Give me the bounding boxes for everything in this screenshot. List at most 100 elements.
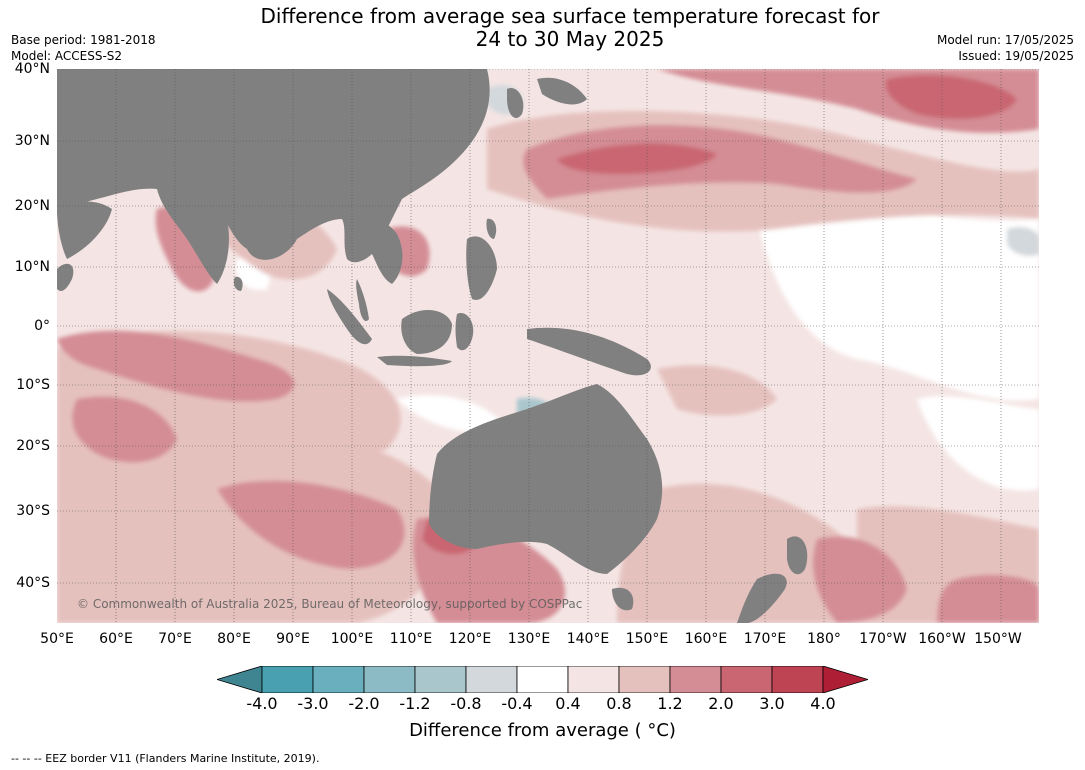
colorbar-tick-label: 3.0 (759, 694, 785, 713)
lat-label: 40°N (14, 61, 50, 77)
lon-label: 160°E (684, 631, 728, 647)
colorbar-bin (261, 665, 314, 694)
colorbar-tick-label: -3.0 (297, 694, 329, 713)
lat-label: 0° (34, 318, 50, 334)
colorbar-bin (618, 665, 671, 694)
lon-label: 100°E (330, 631, 374, 647)
issued-text: Issued: 19/05/2025 (958, 49, 1074, 63)
land-borneo (401, 309, 452, 354)
colorbar-min-extension (215, 665, 263, 694)
colorbar-tick-label: 0.8 (606, 694, 632, 713)
colorbar-tick-label: 1.2 (657, 694, 683, 713)
land-new-zealand-north (787, 536, 808, 575)
lon-label: 140°E (566, 631, 610, 647)
land-taiwan (486, 218, 497, 239)
lon-label: 180° (807, 631, 841, 647)
land-malay-peninsula (356, 279, 369, 322)
graticule (57, 69, 1039, 623)
colorbar (215, 665, 870, 694)
colorbar-bin (414, 665, 467, 694)
colorbar-max-extension (822, 665, 870, 694)
land-india (157, 188, 229, 284)
colorbar-tick-label: 2.0 (708, 694, 734, 713)
lon-label: 90°E (276, 631, 310, 647)
copyright-text: © Commonwealth of Australia 2025, Bureau… (77, 597, 583, 611)
anomaly-neutral-area (917, 396, 1039, 491)
title-line-2: 24 to 30 May 2025 (475, 27, 665, 51)
lon-label: 150°W (974, 631, 1022, 647)
land-asia (57, 69, 490, 263)
sst-anomaly-map[interactable] (57, 69, 1039, 623)
land-australia (429, 384, 663, 574)
land-java (377, 355, 452, 367)
land-sri-lanka (233, 276, 243, 291)
land-philippines (466, 236, 497, 300)
anomaly-fields (57, 69, 1039, 623)
lat-label: 20°N (14, 198, 50, 214)
colorbar-tick-label: -2.0 (348, 694, 380, 713)
land-africa-horn (57, 263, 74, 291)
anomaly-moderate-area (657, 365, 777, 416)
land-masses (57, 69, 808, 623)
lon-label: 150°E (625, 631, 669, 647)
colorbar-bin (312, 665, 365, 694)
anomaly-warm-area (523, 125, 917, 199)
anomaly-strong-area (885, 75, 1017, 119)
colorbar-bin (669, 665, 722, 694)
colorbar-bin (363, 665, 416, 694)
colorbar-bin (771, 665, 824, 694)
map-title: Difference from average sea surface temp… (0, 5, 1085, 51)
lon-label: 160°W (918, 631, 966, 647)
colorbar-tick-label: 0.4 (555, 694, 581, 713)
lat-label: 10°N (14, 259, 50, 275)
lon-label: 170°E (743, 631, 787, 647)
lon-label: 60°E (99, 631, 133, 647)
meta-left: Base period: 1981-2018 Model: ACCESS-S2 (11, 32, 156, 64)
land-new-guinea (527, 327, 651, 376)
anomaly-cool-area (1007, 227, 1039, 256)
map-svg (57, 69, 1039, 623)
lat-label: 30°S (16, 503, 50, 519)
colorbar-tick-label: -0.8 (450, 694, 482, 713)
model-run-text: Model run: 17/05/2025 (936, 33, 1074, 47)
colorbar-svg (215, 665, 870, 694)
eez-border-note: -- -- -- EEZ border V11 (Flanders Marine… (11, 752, 320, 765)
lon-label: 110°E (389, 631, 433, 647)
land-tasmania (612, 587, 634, 611)
anomaly-warm-area (937, 574, 1039, 623)
anomaly-strong-area (557, 143, 717, 174)
lat-label: 40°S (16, 575, 50, 591)
land-sumatra (327, 289, 372, 345)
anomaly-warm-area (813, 536, 907, 623)
colorbar-bin (516, 665, 569, 694)
lon-label: 130°E (507, 631, 551, 647)
lon-label: 50°E (40, 631, 74, 647)
colorbar-bin (567, 665, 620, 694)
colorbar-title: Difference from average ( °C) (409, 720, 676, 741)
lon-label: 170°W (859, 631, 907, 647)
title-line-1: Difference from average sea surface temp… (260, 4, 880, 28)
colorbar-bin (465, 665, 518, 694)
lat-label: 20°S (16, 438, 50, 454)
land-korea-japan (507, 77, 587, 119)
lat-label: 10°S (16, 377, 50, 393)
land-new-zealand-south (737, 573, 787, 623)
lat-label: 30°N (14, 133, 50, 149)
anomaly-moderate-area (617, 483, 876, 623)
base-period-text: Base period: 1981-2018 (11, 33, 156, 47)
anomaly-warm-area (155, 207, 217, 292)
model-text: Model: ACCESS-S2 (11, 49, 123, 63)
anomaly-warm-area (217, 480, 405, 569)
anomaly-neutral-area (757, 207, 1039, 401)
lon-label: 70°E (158, 631, 192, 647)
meta-right: Model run: 17/05/2025 Issued: 19/05/2025 (937, 32, 1074, 64)
lon-label: 120°E (448, 631, 492, 647)
colorbar-tick-label: -0.4 (501, 694, 533, 713)
colorbar-tick-label: 4.0 (810, 694, 836, 713)
anomaly-neutral-area (397, 395, 507, 433)
lon-label: 80°E (217, 631, 251, 647)
land-arabia (57, 201, 112, 259)
colorbar-tick-label: -1.2 (399, 694, 431, 713)
colorbar-bin (720, 665, 773, 694)
anomaly-warm-area (57, 330, 295, 402)
